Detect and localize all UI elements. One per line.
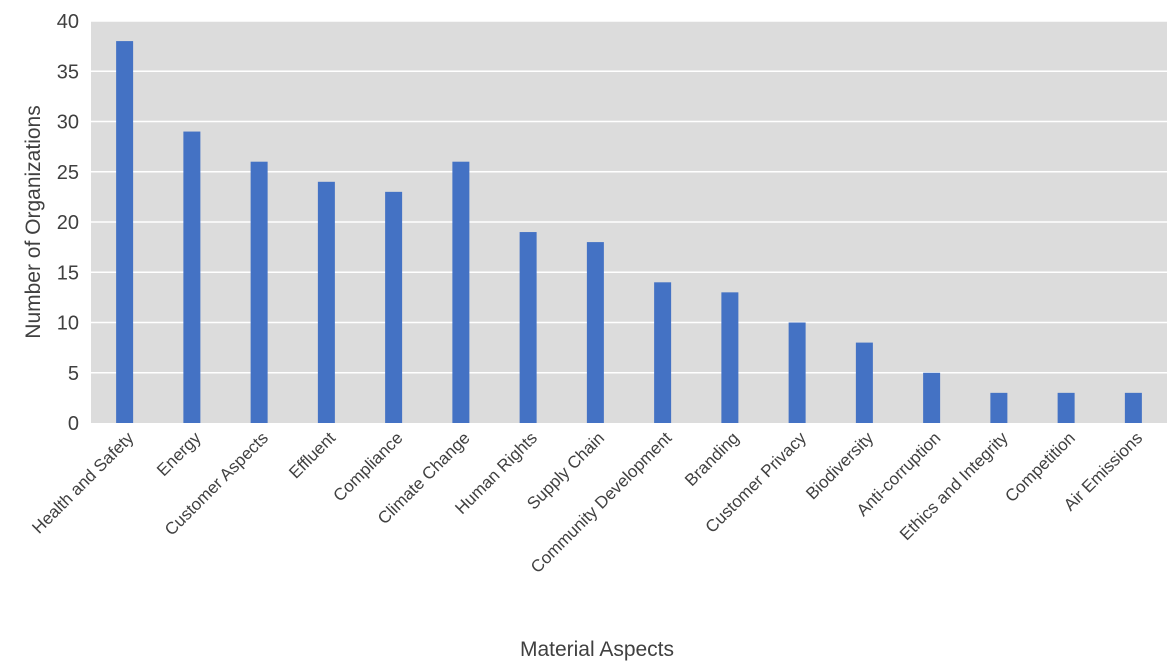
bar [250, 161, 268, 423]
x-tick-label: Community Development [527, 428, 676, 577]
y-tick-label: 40 [57, 11, 79, 33]
bar-series [116, 41, 1142, 424]
y-tick-label: 5 [68, 363, 79, 385]
bar [990, 392, 1008, 423]
bar [855, 342, 873, 423]
bar [788, 322, 806, 423]
x-tick-label: Energy [153, 428, 205, 480]
bar [116, 41, 134, 423]
y-tick-label: 10 [57, 313, 79, 335]
bar [317, 181, 335, 423]
bar [654, 282, 672, 423]
x-tick-label: Health and Safety [28, 428, 137, 537]
y-tick-label: 20 [57, 212, 79, 234]
bar [183, 131, 201, 424]
bar [721, 292, 739, 423]
bar [1124, 392, 1142, 423]
y-tick-label: 0 [68, 413, 79, 435]
bar [385, 191, 403, 423]
y-tick-label: 35 [57, 61, 79, 83]
bar [923, 372, 941, 423]
bar [586, 242, 604, 423]
bar [519, 232, 537, 423]
x-tick-label: Branding [681, 428, 743, 490]
gridlines [91, 20, 1167, 374]
y-tick-label: 25 [57, 162, 79, 184]
y-tick-label: 30 [57, 112, 79, 134]
bar [1057, 392, 1075, 423]
x-tick-label: Effluent [285, 428, 339, 482]
x-axis-label: Material Aspects [520, 638, 674, 661]
y-tick-label: 15 [57, 262, 79, 284]
bar [452, 161, 470, 423]
y-axis-label: Number of Organizations [22, 105, 45, 338]
y-axis-ticks: 0 5 10 15 20 25 30 35 40 [57, 11, 79, 435]
